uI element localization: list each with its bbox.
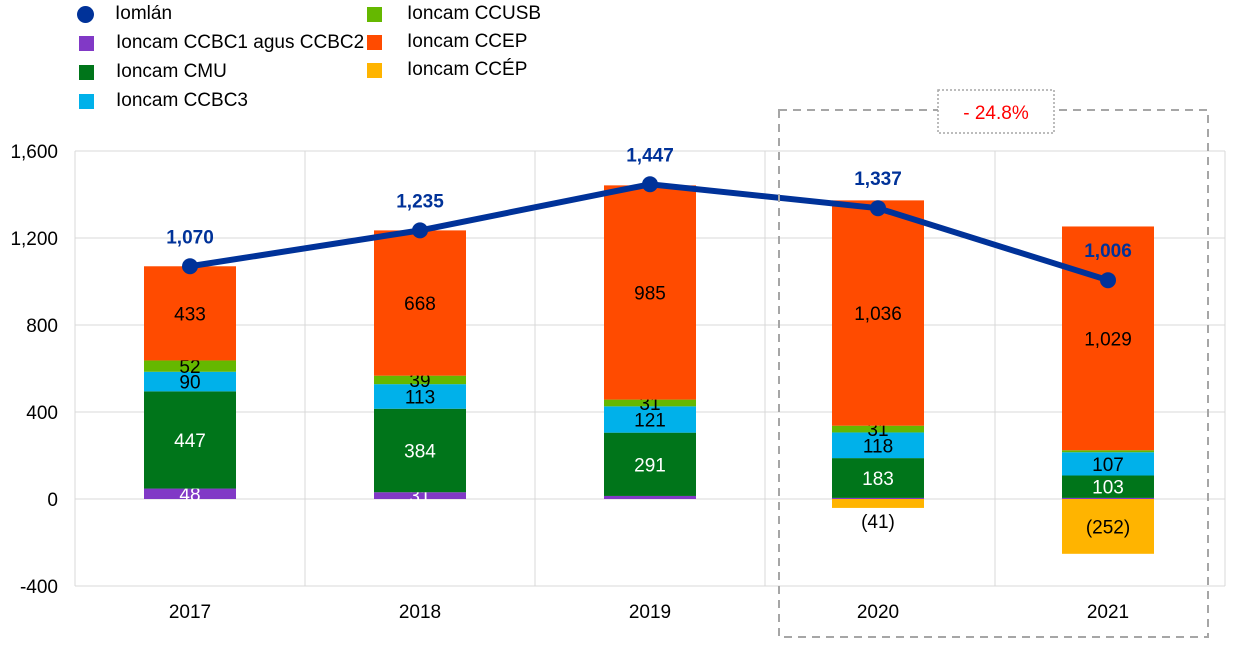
x-tick-label: 2017 xyxy=(169,602,211,623)
data-label: 52 xyxy=(179,357,200,378)
bar-segment xyxy=(832,432,924,459)
legend-item: Ioncam CCBC3 xyxy=(79,90,248,112)
legend-item: Ioncam CCUSB xyxy=(367,3,541,25)
data-label: 118 xyxy=(863,436,893,457)
bar-segment xyxy=(144,266,236,361)
bar-segment xyxy=(832,425,924,433)
total-label: 1,235 xyxy=(396,191,444,212)
x-tick-label: 2019 xyxy=(629,602,671,623)
data-label: 90 xyxy=(179,373,200,394)
annotation-label: - 24.8% xyxy=(963,103,1029,124)
bar-segment xyxy=(374,492,466,499)
legend-item: Ioncam CMU xyxy=(79,61,227,83)
data-label: 433 xyxy=(174,304,206,325)
legend-item: Ioncam CCÉP xyxy=(367,59,527,81)
legend-item: Ioncam CCBC1 agus CCBC2 xyxy=(79,32,364,54)
bar-segment xyxy=(832,497,924,499)
y-tick-label: 1,200 xyxy=(10,229,58,250)
legend-swatch xyxy=(79,35,94,51)
x-tick-label: 2021 xyxy=(1087,602,1129,623)
bar-segment xyxy=(1062,499,1154,554)
legend-item-total: Iomlán xyxy=(77,3,172,25)
bar-segment xyxy=(1062,226,1154,451)
annotation-box xyxy=(937,89,1055,134)
data-label: (41) xyxy=(861,512,895,533)
total-point xyxy=(870,200,886,217)
legend-swatch xyxy=(77,5,94,23)
y-tick-label: 800 xyxy=(26,316,58,337)
y-tick-label: 400 xyxy=(26,403,58,424)
x-tick-label: 2020 xyxy=(857,602,899,623)
bar-segment xyxy=(144,391,236,489)
data-label: 1,029 xyxy=(1084,329,1132,350)
legend-swatch xyxy=(79,64,94,80)
bar-segment xyxy=(144,371,236,392)
total-label: 1,070 xyxy=(166,227,214,248)
data-label: 113 xyxy=(405,387,435,408)
bar-segment xyxy=(832,458,924,498)
bar-segment xyxy=(374,384,466,409)
total-point xyxy=(1100,272,1116,289)
data-label: 384 xyxy=(404,441,436,462)
data-label: 985 xyxy=(634,283,666,304)
y-tick-label: -400 xyxy=(20,577,58,598)
data-label: 121 xyxy=(634,411,666,432)
data-label: 668 xyxy=(404,294,436,315)
bar-segment xyxy=(604,432,696,496)
x-tick-label: 2018 xyxy=(399,602,441,623)
bar-segment xyxy=(374,230,466,376)
bar-segment xyxy=(832,200,924,426)
total-label: 1,006 xyxy=(1084,241,1132,262)
bar-segment xyxy=(374,375,466,385)
legend-item: Ioncam CCEP xyxy=(367,31,527,53)
total-point xyxy=(182,258,198,275)
bar-segment xyxy=(144,360,236,372)
data-label: 447 xyxy=(174,431,206,452)
bar-segment xyxy=(1062,452,1154,476)
bar-segment xyxy=(144,488,236,499)
data-label: 1,036 xyxy=(854,304,902,325)
y-tick-label: 0 xyxy=(47,490,58,511)
data-label: 183 xyxy=(862,469,894,490)
bar-segment xyxy=(832,499,924,508)
bar-segment xyxy=(604,185,696,400)
data-label: 39 xyxy=(409,371,430,392)
bar-segment xyxy=(604,399,696,407)
bar-segment xyxy=(1062,497,1154,499)
data-label: 103 xyxy=(1092,478,1124,499)
bar-segment xyxy=(374,408,466,493)
legend-swatch xyxy=(79,93,94,109)
data-label: (252) xyxy=(1086,517,1130,538)
bar-segment xyxy=(1062,450,1154,453)
legend-swatch xyxy=(367,6,382,22)
total-point xyxy=(642,176,658,193)
legend-swatch xyxy=(367,62,382,78)
data-label: 291 xyxy=(634,455,666,476)
y-tick-label: 1,600 xyxy=(10,142,58,163)
bar-segment xyxy=(604,406,696,433)
total-point xyxy=(412,222,428,239)
bar-segment xyxy=(604,495,696,499)
total-label: 1,337 xyxy=(854,169,902,190)
bar-segment xyxy=(1062,475,1154,498)
legend-swatch xyxy=(367,34,382,50)
total-label: 1,447 xyxy=(626,145,674,166)
data-label: 48 xyxy=(179,485,200,506)
data-label: 107 xyxy=(1092,455,1124,476)
